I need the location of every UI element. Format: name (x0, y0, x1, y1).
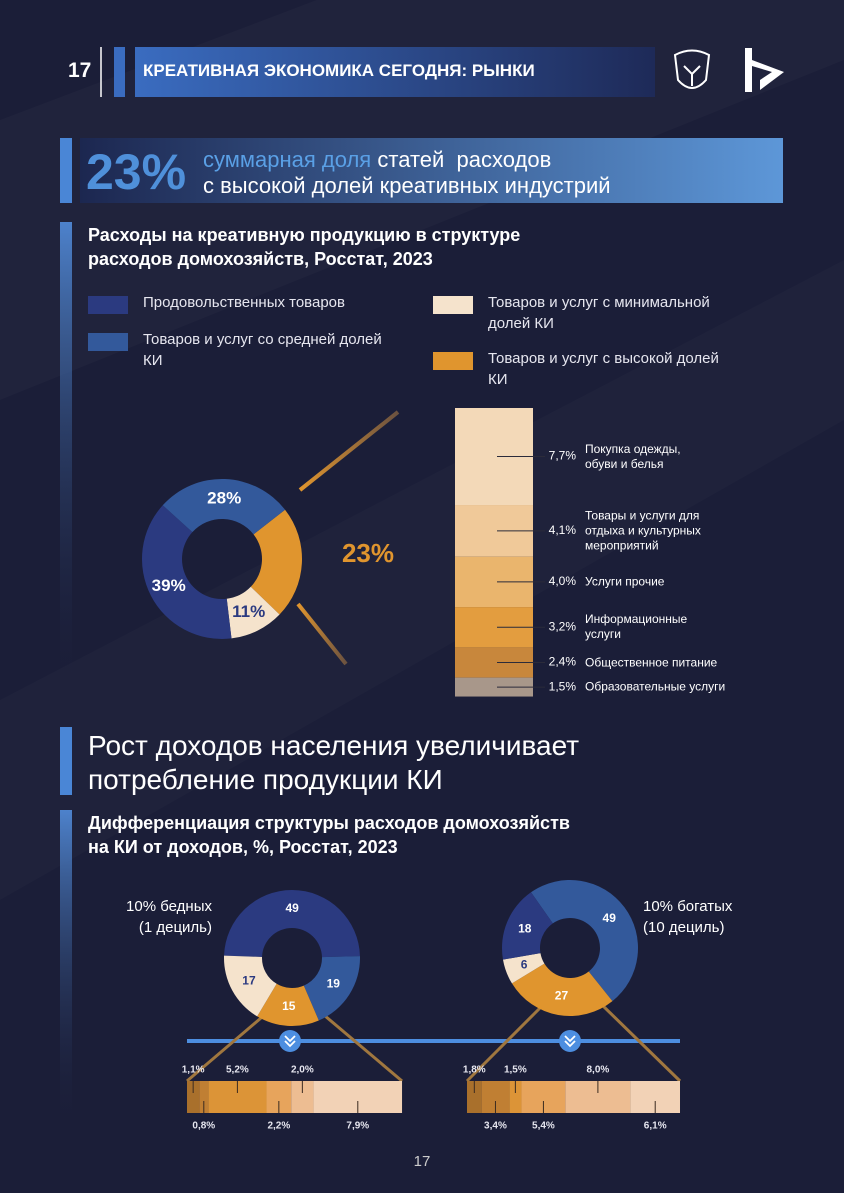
value-label: 11% (232, 602, 265, 621)
legend-label: Товаров и услуг с высокой долей КИ (488, 350, 719, 388)
value-label: 3,2% (549, 619, 577, 633)
chart-label: 10% богатых (643, 898, 733, 915)
value-label: 2,2% (267, 1121, 290, 1132)
donut-segment (250, 509, 302, 615)
donut-segment (226, 586, 280, 639)
chart-label: 10% бедных (126, 898, 212, 915)
legend-swatch (88, 296, 128, 314)
connector (598, 1001, 682, 1083)
category-label: Информационные услуги (585, 612, 688, 642)
value-label: 5,2% (226, 1065, 249, 1076)
category-label: Общественное питание (585, 655, 718, 670)
bar-segment (455, 677, 533, 697)
value-label: 8,0% (586, 1065, 609, 1076)
donut-segment (511, 963, 613, 1016)
chevron-badge (559, 1030, 581, 1052)
accent-bar (60, 138, 72, 203)
legend-swatch (88, 333, 128, 351)
donut-segment (141, 505, 232, 640)
accent-bar (60, 222, 72, 697)
highlight-accent: суммарная доля (203, 147, 372, 172)
highlight-line: суммарная доля статей расходов (203, 147, 551, 173)
accent-bar (60, 727, 72, 795)
donut-segment (162, 479, 286, 535)
chart-label: (10 дециль) (643, 919, 725, 936)
value-label: 7,7% (549, 449, 577, 463)
chart-title: Дифференциация структуры расходов домохо… (88, 813, 570, 857)
value-label: 39% (152, 576, 186, 595)
donut-segment (224, 889, 360, 958)
brand-logo (745, 48, 784, 92)
category-label: Услуги прочие (585, 574, 665, 589)
legend-swatch (433, 352, 473, 370)
value-label: 4,1% (549, 523, 577, 537)
connector (296, 602, 348, 666)
header-bar (135, 47, 655, 97)
highlight-value: 23% (86, 144, 187, 200)
legend-label: Товаров и услуг со средней долей КИ (143, 331, 382, 369)
header-title: КРЕАТИВНАЯ ЭКОНОМИКА СЕГОДНЯ: РЫНКИ (143, 61, 535, 80)
connector (298, 410, 400, 492)
category-label: Товары и услуги для отдыха и культурных … (585, 508, 701, 553)
legend-label: Продовольственных товаров (143, 294, 345, 311)
value-label: 15 (282, 999, 296, 1013)
footer-page-number: 17 (413, 1153, 431, 1170)
bar-segment (509, 1081, 522, 1113)
value-label: 3,4% (484, 1121, 507, 1132)
bar-segment (291, 1081, 314, 1113)
value-label: 6 (521, 957, 528, 971)
donut-segment (502, 953, 545, 984)
donut-segment (502, 892, 553, 960)
value-label: 1,5% (549, 679, 577, 693)
category-label: Покупка одежды, обуви и белья (585, 441, 681, 471)
donut-segment (530, 880, 638, 1002)
connector (317, 1008, 403, 1083)
header-strip (114, 47, 125, 97)
legend-label: Товаров и услуг с минимальной долей КИ (488, 294, 710, 332)
value-label: 0,8% (192, 1121, 215, 1132)
value-label: 18 (518, 921, 532, 935)
value-label: 1,1% (182, 1065, 205, 1076)
legend-swatch (433, 296, 473, 314)
value-label: 27 (555, 988, 569, 1002)
value-label: 1,5% (504, 1065, 527, 1076)
value-label: 19 (327, 977, 341, 991)
emblem-logo (673, 49, 711, 89)
category-label: Образовательные услуги (585, 679, 726, 694)
bar-segment (187, 1081, 200, 1113)
value-label: 49 (603, 911, 617, 925)
highlight-box (80, 138, 783, 203)
section-title: Рост доходов населения увеличивает потре… (88, 730, 580, 795)
value-label: 5,4% (532, 1121, 555, 1132)
value-label: 49 (285, 901, 299, 915)
connector (186, 1010, 269, 1083)
chart-title: Расходы на креативную продукцию в структ… (88, 225, 521, 269)
accent-bar (60, 810, 72, 1133)
donut-segment (303, 956, 360, 1021)
highlight-text: статей расходов (377, 147, 552, 172)
value-label: 2,0% (291, 1065, 314, 1076)
page-number: 17 (68, 59, 92, 82)
connector (465, 1003, 545, 1083)
donut-segment (223, 955, 277, 1017)
value-label: 6,1% (644, 1121, 667, 1132)
value-label: 1,8% (463, 1065, 486, 1076)
highlight-text: с высокой долей креативных индустрий (203, 173, 611, 198)
value-label: 23% (342, 538, 394, 568)
chevron-badge (279, 1030, 301, 1052)
chart-label: (1 дециль) (138, 919, 212, 936)
donut-segment (257, 983, 319, 1026)
value-label: 4,0% (549, 574, 577, 588)
value-label: 17 (242, 974, 256, 988)
value-label: 2,4% (549, 655, 577, 669)
bar-segment (199, 1081, 209, 1113)
value-label: 28% (207, 489, 241, 508)
bar-segment (467, 1081, 482, 1113)
value-label: 7,9% (346, 1121, 369, 1132)
